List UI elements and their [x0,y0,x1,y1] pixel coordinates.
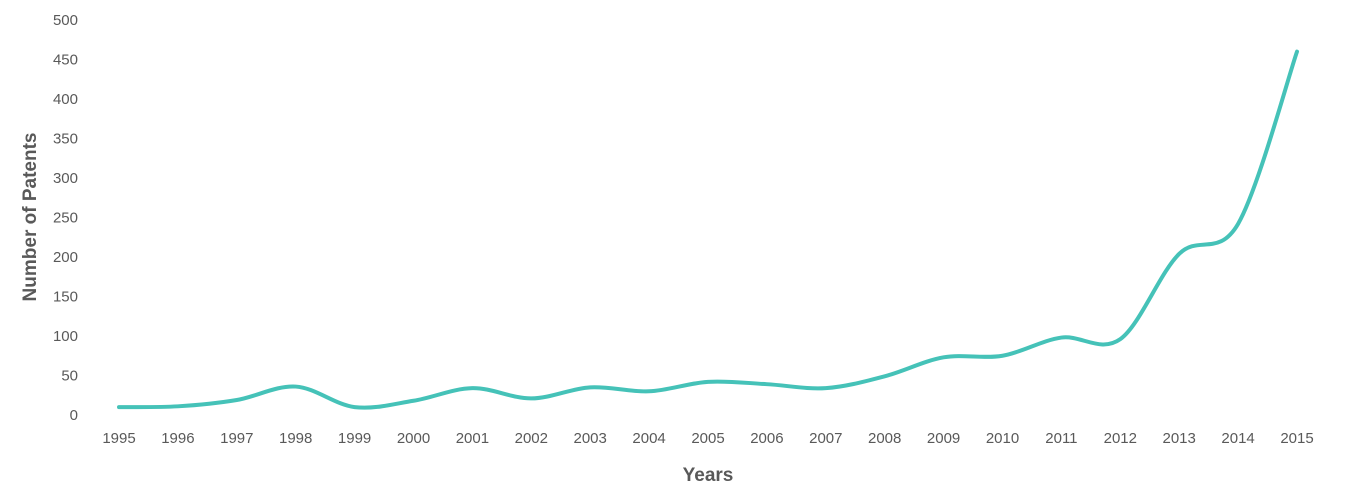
y-tick-label: 400 [53,91,78,108]
x-axis-ticks: 1995 1996 1997 1998 1999 2000 2001 2002 2003 2004… [102,430,1313,447]
x-tick-label: 1998 [279,430,312,447]
x-tick-label: 2010 [986,430,1019,447]
data-point-2007 [824,386,828,390]
y-tick-label: 250 [53,210,78,227]
data-point-2001 [470,386,474,390]
data-point-1997 [235,398,239,402]
data-point-2011 [1059,336,1063,340]
series-line-0 [117,49,1299,410]
y-tick-label: 450 [53,52,78,69]
y-tick-label: 100 [53,328,78,345]
x-tick-label: 2011 [1045,430,1077,447]
x-tick-label: 1996 [161,430,194,447]
y-axis-ticks: 0 50 100 150 200 250 300 350 400 450 500 [53,12,78,424]
x-tick-label: 1995 [102,430,135,447]
series-layer [117,49,1299,410]
data-point-2006 [765,382,769,386]
data-point-2014 [1236,222,1240,226]
data-point-2003 [588,385,592,389]
data-point-2002 [529,396,533,400]
data-point-1998 [294,385,298,389]
data-point-2015 [1295,50,1299,54]
x-tick-label: 2015 [1280,430,1313,447]
x-tick-label: 2008 [868,430,901,447]
y-tick-label: 0 [70,407,78,424]
x-tick-label: 2013 [1163,430,1196,447]
x-tick-label: 2005 [691,430,724,447]
x-tick-label: 2000 [397,430,430,447]
x-tick-label: 2006 [750,430,783,447]
x-tick-label: 2002 [515,430,548,447]
data-point-2004 [647,389,651,393]
data-point-2005 [706,380,710,384]
data-point-2013 [1177,252,1181,256]
x-tick-label: 2012 [1104,430,1137,447]
x-tick-label: 2009 [927,430,960,447]
y-tick-label: 200 [53,249,78,266]
y-axis-title: Number of Patents [20,133,41,302]
x-tick-label: 2001 [456,430,489,447]
x-tick-label: 2007 [809,430,842,447]
y-tick-label: 50 [61,368,78,385]
data-point-2009 [942,355,946,359]
data-point-1999 [353,405,357,409]
y-tick-label: 300 [53,170,78,187]
data-point-1996 [176,404,180,408]
y-tick-label: 350 [53,131,78,148]
x-tick-label: 1999 [338,430,371,447]
data-point-1995 [117,405,121,409]
data-point-2012 [1118,337,1122,341]
data-point-2010 [1001,354,1005,358]
x-tick-label: 1997 [220,430,253,447]
data-point-2000 [412,399,416,403]
x-axis-title: Years [683,465,734,486]
x-tick-label: 2003 [574,430,607,447]
y-tick-label: 150 [53,289,78,306]
x-tick-label: 2014 [1221,430,1254,447]
y-tick-label: 500 [53,12,78,29]
data-point-2008 [883,374,887,378]
x-tick-label: 2004 [632,430,665,447]
